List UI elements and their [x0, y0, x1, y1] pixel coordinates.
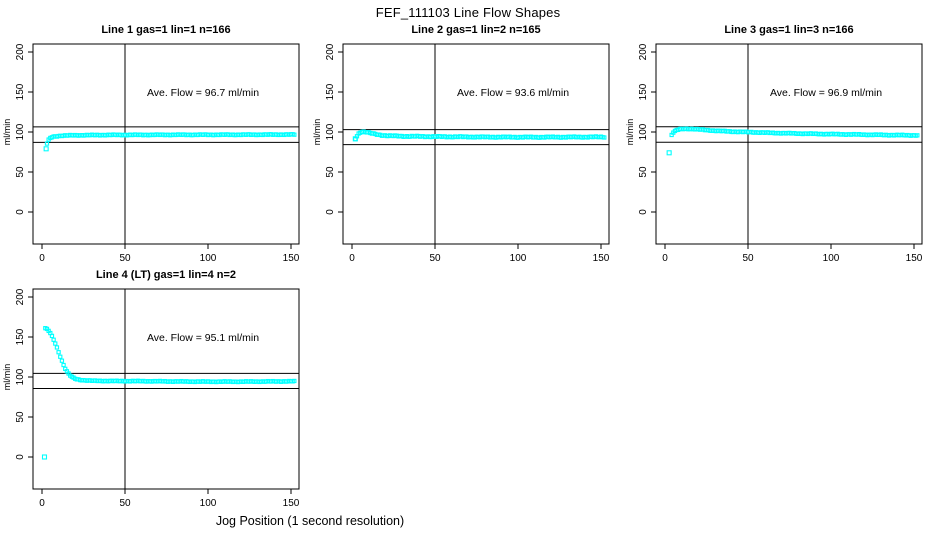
- ave-flow-annotation: Ave. Flow = 96.7 ml/min: [147, 87, 259, 99]
- x-tick-label: 0: [39, 253, 45, 264]
- y-axis-unit-label: ml/min: [625, 119, 635, 146]
- panel-title: Line 2 gas=1 lin=2 n=165: [411, 24, 540, 36]
- x-tick-label: 150: [283, 253, 300, 264]
- data-point: [51, 337, 56, 342]
- panel-title: Line 4 (LT) gas=1 lin=4 n=2: [96, 269, 236, 281]
- y-axis-unit-label: ml/min: [2, 119, 12, 146]
- panel-title: Line 1 gas=1 lin=1 n=166: [101, 24, 230, 36]
- data-points: [43, 132, 297, 152]
- y-tick-label: 0: [638, 209, 649, 215]
- y-tick-label: 100: [325, 123, 336, 140]
- y-tick-label: 50: [15, 411, 26, 423]
- data-point: [61, 362, 66, 368]
- y-tick-label: 50: [15, 166, 26, 178]
- data-point: [915, 133, 920, 138]
- ave-flow-annotation: Ave. Flow = 93.6 ml/min: [457, 87, 569, 99]
- x-tick-label: 50: [742, 253, 754, 264]
- x-tick-label: 150: [593, 253, 610, 264]
- data-point: [56, 350, 61, 355]
- y-tick-label: 100: [15, 123, 26, 140]
- plot-box: [32, 43, 300, 245]
- data-point: [49, 333, 55, 339]
- y-tick-label: 150: [325, 83, 336, 100]
- x-tick-label: 0: [662, 253, 668, 264]
- panel-line-2: Line 2 gas=1 lin=2 n=165 0 50 100 150 0 50 100 1…: [312, 24, 610, 264]
- x-tick-label: 50: [429, 253, 441, 264]
- data-point: [44, 141, 50, 146]
- y-axis-unit-label: ml/min: [312, 119, 322, 146]
- panel-line-4: Line 4 (LT) gas=1 lin=4 n=2 0 50 100 150 0 50 1…: [2, 269, 300, 509]
- x-tick-label: 100: [200, 498, 217, 509]
- data-points: [352, 129, 607, 142]
- y-tick-label: 150: [638, 83, 649, 100]
- plot-box: [342, 43, 610, 245]
- data-points: [41, 326, 297, 460]
- data-point: [41, 454, 48, 460]
- y-tick-label: 0: [15, 209, 26, 215]
- main-title: FEF_111103 Line Flow Shapes: [375, 5, 561, 20]
- data-point: [43, 146, 49, 152]
- data-point: [666, 150, 672, 156]
- y-tick-label: 100: [15, 368, 26, 385]
- y-tick-label: 50: [325, 166, 336, 178]
- panel-line-1: Line 1 gas=1 lin=1 n=166 0 50 100 150 0 50 100 1…: [2, 24, 300, 264]
- y-tick-label: 150: [15, 328, 26, 345]
- data-point: [292, 132, 297, 137]
- y-tick-label: 150: [15, 83, 26, 100]
- x-tick-label: 50: [119, 253, 131, 264]
- x-tick-label: 50: [119, 498, 131, 509]
- x-tick-label: 0: [39, 498, 45, 509]
- y-tick-label: 50: [638, 166, 649, 178]
- y-tick-label: 200: [638, 43, 649, 60]
- y-tick-label: 200: [15, 43, 26, 60]
- plot-box: [32, 288, 300, 490]
- x-axis-title: Jog Position (1 second resolution): [215, 514, 405, 528]
- ave-flow-annotation: Ave. Flow = 96.9 ml/min: [770, 87, 882, 99]
- x-tick-label: 150: [906, 253, 923, 264]
- data-point: [54, 345, 60, 350]
- plot-box: [655, 43, 923, 245]
- x-tick-label: 100: [510, 253, 527, 264]
- data-point: [58, 354, 63, 359]
- x-tick-label: 150: [283, 498, 300, 509]
- y-tick-label: 0: [15, 454, 26, 460]
- panel-title: Line 3 gas=1 lin=3 n=166: [724, 24, 853, 36]
- x-tick-label: 0: [349, 253, 355, 264]
- ave-flow-annotation: Ave. Flow = 95.1 ml/min: [147, 332, 259, 344]
- x-tick-label: 100: [823, 253, 840, 264]
- y-tick-label: 200: [325, 43, 336, 60]
- data-point: [292, 378, 297, 384]
- y-tick-label: 100: [638, 123, 649, 140]
- x-tick-label: 100: [200, 253, 217, 264]
- data-points: [666, 126, 920, 156]
- y-tick-label: 200: [15, 288, 26, 305]
- data-point: [59, 358, 65, 363]
- y-tick-label: 0: [325, 209, 336, 215]
- data-point: [602, 135, 607, 140]
- panel-line-3: Line 3 gas=1 lin=3 n=166 0 50 100 150 0 50 100 1…: [625, 24, 923, 264]
- data-point: [53, 341, 58, 346]
- y-axis-unit-label: ml/min: [2, 364, 12, 391]
